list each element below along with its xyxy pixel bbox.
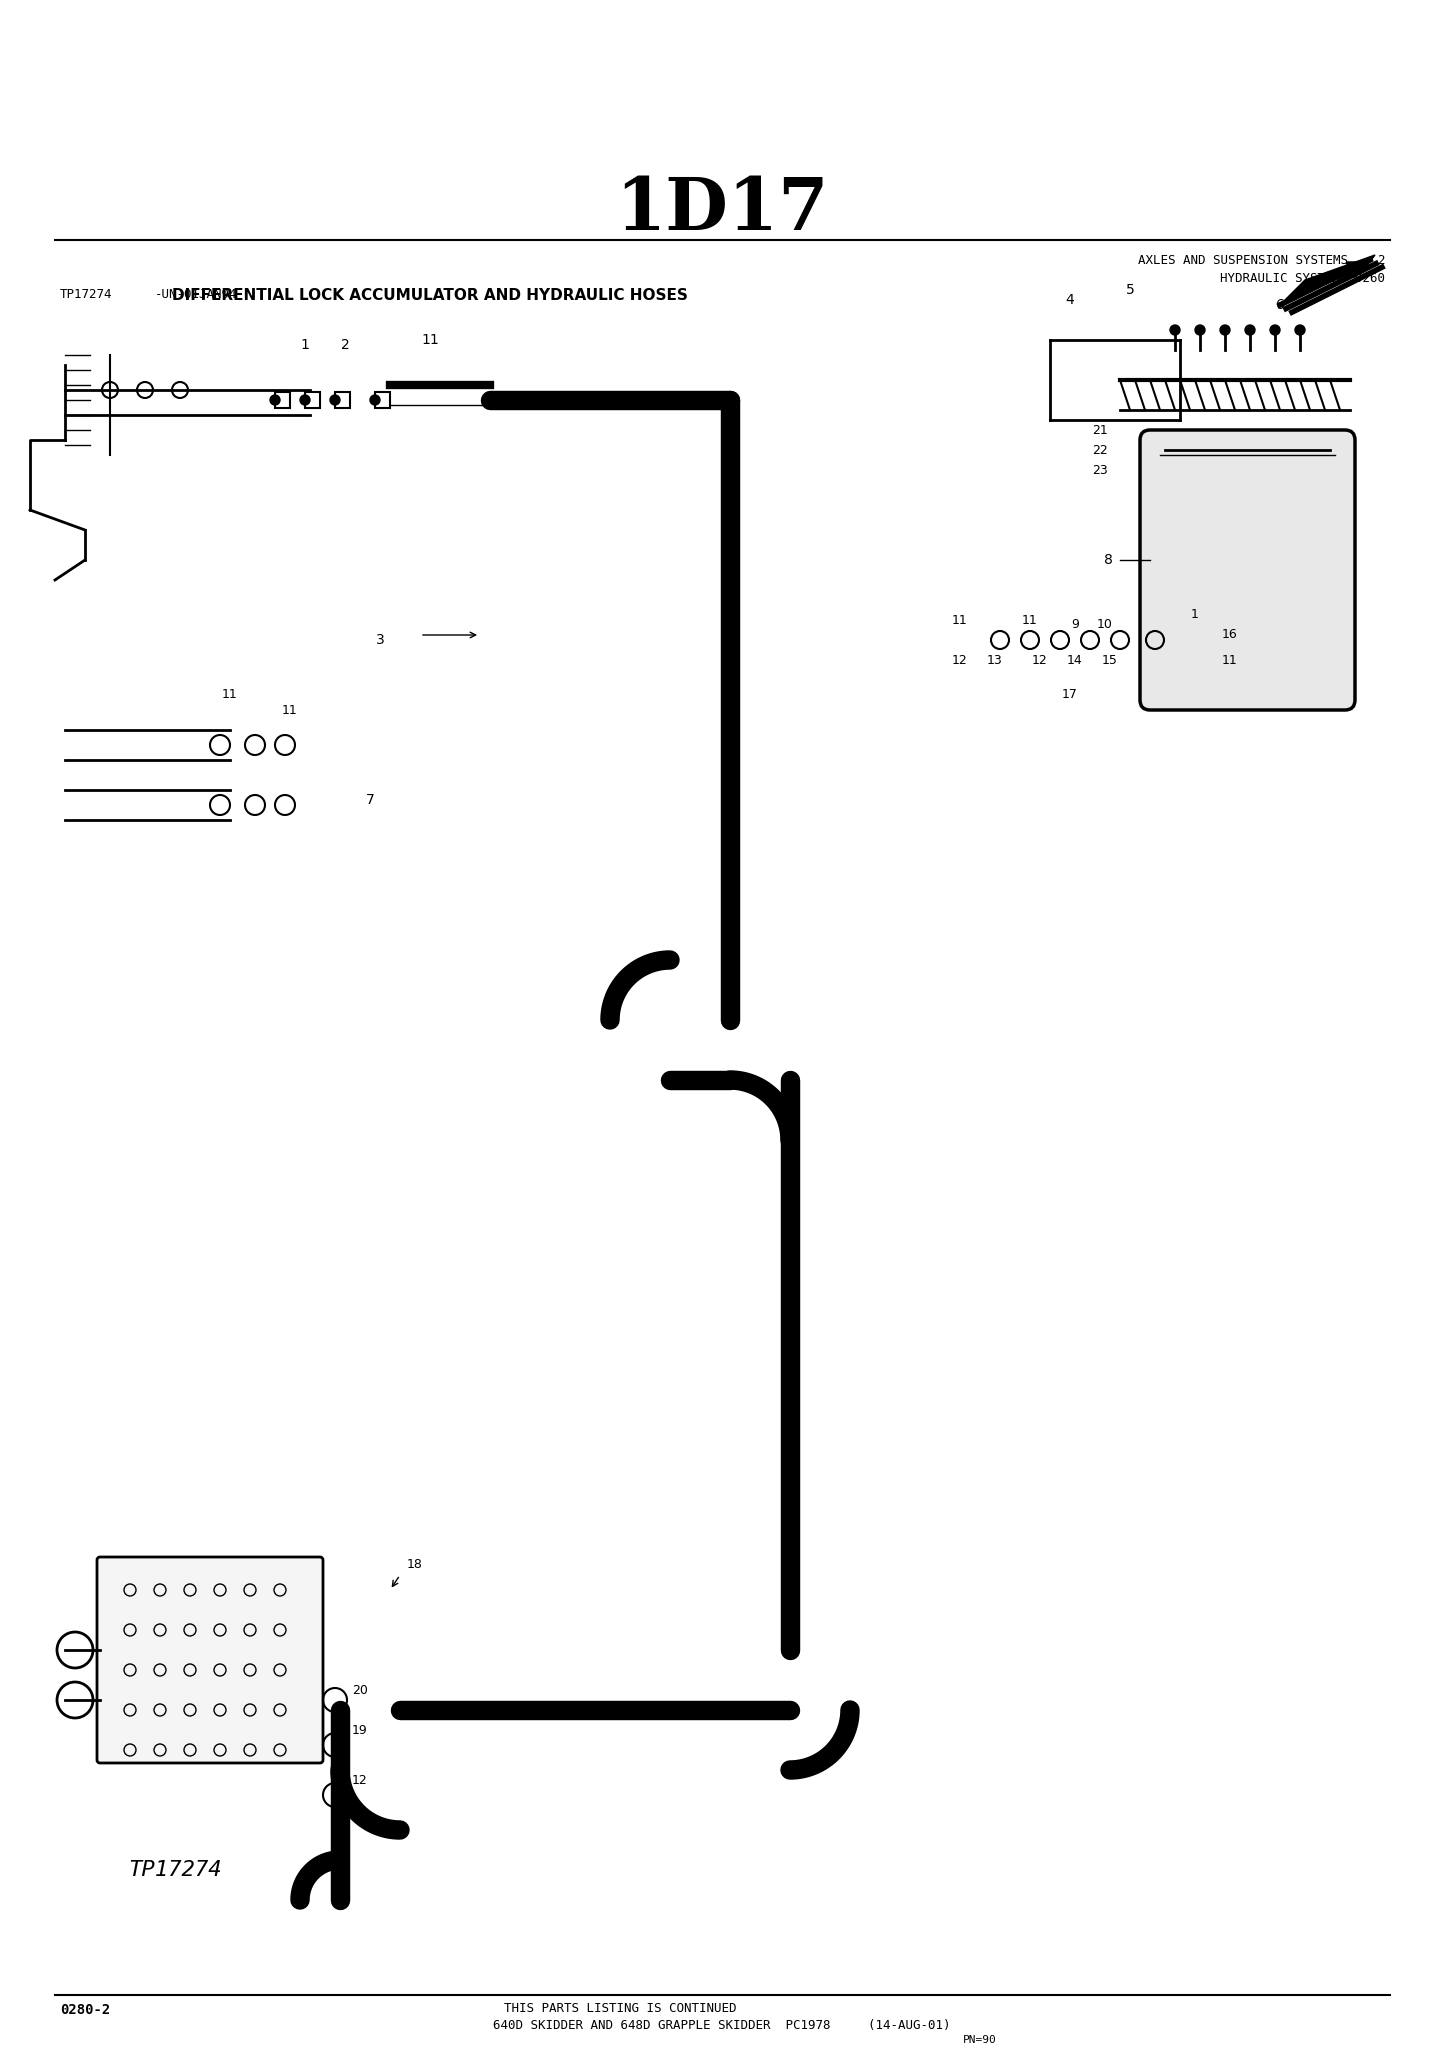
Circle shape: [370, 394, 380, 404]
Text: 7: 7: [366, 792, 374, 806]
Circle shape: [329, 394, 340, 404]
Text: 12: 12: [952, 653, 968, 667]
Text: 11: 11: [223, 689, 238, 702]
Text: 640D SKIDDER AND 648D GRAPPLE SKIDDER  PC1978     (14-AUG-01): 640D SKIDDER AND 648D GRAPPLE SKIDDER PC…: [493, 2019, 951, 2031]
Text: 11: 11: [1022, 614, 1038, 626]
Text: 6: 6: [1276, 298, 1285, 312]
Text: 11: 11: [952, 614, 968, 626]
Circle shape: [1195, 324, 1205, 334]
Text: 23: 23: [1092, 464, 1108, 476]
Text: 14: 14: [1066, 653, 1082, 667]
Text: 12: 12: [353, 1773, 368, 1787]
Text: 11: 11: [1222, 653, 1238, 667]
Text: 9: 9: [1071, 618, 1079, 632]
Text: 1: 1: [301, 339, 309, 353]
Bar: [376, 392, 390, 408]
Text: 1: 1: [1191, 609, 1199, 622]
Bar: [305, 392, 319, 408]
Text: 0280-2: 0280-2: [61, 2003, 110, 2017]
Text: TP17274: TP17274: [129, 1859, 223, 1880]
Text: 2: 2: [341, 339, 350, 353]
Bar: [335, 392, 350, 408]
Circle shape: [1295, 324, 1305, 334]
Text: 22: 22: [1092, 443, 1108, 456]
Text: 12: 12: [1032, 653, 1048, 667]
Text: 16: 16: [1222, 628, 1238, 642]
Polygon shape: [1285, 254, 1376, 300]
Text: 15: 15: [1103, 653, 1118, 667]
Circle shape: [270, 394, 280, 404]
FancyBboxPatch shape: [1140, 431, 1355, 710]
Text: 13: 13: [987, 653, 1003, 667]
Text: 21: 21: [1092, 423, 1108, 437]
Text: 17: 17: [1062, 689, 1078, 702]
Text: 19: 19: [353, 1724, 368, 1736]
Text: AXLES AND SUSPENSION SYSTEMS    2: AXLES AND SUSPENSION SYSTEMS 2: [1137, 254, 1384, 267]
Circle shape: [1220, 324, 1230, 334]
Text: 18: 18: [407, 1560, 423, 1572]
FancyBboxPatch shape: [97, 1557, 324, 1763]
Text: HYDRAULIC SYSTEM  0260: HYDRAULIC SYSTEM 0260: [1220, 271, 1384, 285]
Text: 5: 5: [1126, 283, 1134, 298]
Circle shape: [1270, 324, 1280, 334]
Text: 8: 8: [1104, 552, 1113, 566]
Text: -UN-01JAN94: -UN-01JAN94: [155, 289, 237, 302]
Circle shape: [1170, 324, 1181, 334]
Circle shape: [1246, 324, 1256, 334]
Text: 3: 3: [376, 632, 384, 646]
FancyBboxPatch shape: [1150, 456, 1335, 665]
Text: 1D17: 1D17: [616, 174, 828, 246]
Text: THIS PARTS LISTING IS CONTINUED: THIS PARTS LISTING IS CONTINUED: [504, 2001, 737, 2015]
Text: TP17274: TP17274: [61, 289, 113, 302]
Text: 11: 11: [420, 332, 439, 347]
Text: 20: 20: [353, 1683, 368, 1697]
Text: DIFFERENTIAL LOCK ACCUMULATOR AND HYDRAULIC HOSES: DIFFERENTIAL LOCK ACCUMULATOR AND HYDRAU…: [172, 287, 688, 302]
Bar: [275, 392, 290, 408]
Text: PN=90: PN=90: [964, 2036, 997, 2046]
Text: 11: 11: [282, 704, 298, 716]
Text: 4: 4: [1065, 293, 1075, 308]
Text: 10: 10: [1097, 618, 1113, 632]
Circle shape: [301, 394, 311, 404]
